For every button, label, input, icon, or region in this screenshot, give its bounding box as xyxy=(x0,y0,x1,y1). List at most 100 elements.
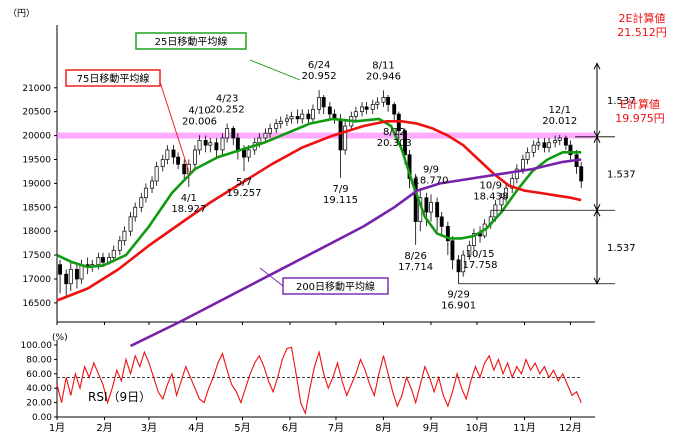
rsi-y-tick-label: 0.00 xyxy=(32,413,52,423)
candle-body xyxy=(139,197,144,208)
proj-arrow-head xyxy=(593,62,601,70)
x-tick-label: 3月 xyxy=(141,422,157,434)
candle-body xyxy=(467,245,472,256)
legend-box xyxy=(65,69,161,87)
candle-body xyxy=(274,123,279,129)
price-y-tick-label: 19500 xyxy=(22,155,51,165)
proj-arrow-head xyxy=(593,130,601,138)
proj-e-value: 19.975円 xyxy=(615,112,665,125)
rsi-label: RSI（9日） xyxy=(88,390,151,404)
price-y-tick-label: 21000 xyxy=(22,84,51,94)
candle-body xyxy=(58,264,63,275)
candle-body xyxy=(429,202,433,213)
price-unit-label: （円） xyxy=(8,8,35,19)
price-annotation: 20.252 xyxy=(210,105,245,116)
candle-body xyxy=(306,113,311,120)
price-annotation: 8/26 xyxy=(404,251,426,262)
price-annotation: 20.952 xyxy=(302,71,337,82)
price-annotation: 20.946 xyxy=(366,71,401,82)
candle-body xyxy=(68,269,73,285)
candle-body xyxy=(220,137,225,151)
price-annotation: 20.303 xyxy=(377,138,412,149)
candle-body xyxy=(402,130,407,156)
candle-body xyxy=(531,144,536,153)
price-y-tick-label: 19000 xyxy=(22,179,51,189)
price-y-axis: 16500 17000 17500 18000 18500 19000 19500 20000… xyxy=(22,25,595,323)
legend-leader xyxy=(259,267,284,287)
price-annotation: 9/9 xyxy=(423,164,439,175)
candle-body xyxy=(263,132,268,139)
candle-body xyxy=(413,178,418,222)
candle-body xyxy=(311,108,315,120)
proj-amount: 1.537 xyxy=(607,96,636,107)
proj-2e-label: 2E計算値 xyxy=(619,11,666,25)
candle-body xyxy=(510,178,515,189)
price-annotation: 19.257 xyxy=(226,188,261,199)
candle-body xyxy=(289,116,294,120)
price-annotation: 19.115 xyxy=(323,195,358,206)
price-annotation: 8/12 xyxy=(383,127,405,138)
candle-body xyxy=(353,111,358,117)
candle-body xyxy=(257,137,262,144)
candle-body xyxy=(386,97,391,105)
rsi-line xyxy=(56,346,582,416)
legend-label: 75日移動平均線 xyxy=(77,72,150,85)
price-annotation: 10/15 xyxy=(466,249,495,260)
candle-body xyxy=(525,151,530,160)
proj-2e-value: 21.512円 xyxy=(617,26,667,39)
price-y-tick-label: 18000 xyxy=(22,227,51,237)
candle-body xyxy=(343,125,348,151)
candle-body xyxy=(284,118,289,122)
candle-body xyxy=(493,204,498,218)
candle-body xyxy=(499,197,504,206)
candle-body xyxy=(435,202,440,218)
x-tick-label: 4月 xyxy=(188,422,204,434)
price-annotation: 18.438 xyxy=(473,191,508,202)
candle-body xyxy=(381,97,386,103)
price-annotation: 4/23 xyxy=(216,94,238,105)
legend-label: 25日移動平均線 xyxy=(155,35,228,48)
candle-body xyxy=(321,97,326,108)
candle-body xyxy=(268,128,273,134)
price-y-tick-label: 20000 xyxy=(22,132,51,142)
candle-body xyxy=(471,233,476,246)
candle-body xyxy=(445,226,450,242)
x-tick-label: 9月 xyxy=(423,422,439,434)
candle-body xyxy=(557,137,562,141)
candle-body xyxy=(96,257,101,265)
x-axis: 1月 2月 3月 4月 5月 6月 7月 8月 9月 10月 11月 12月 xyxy=(49,322,582,434)
price-y-tick-label: 17000 xyxy=(22,275,51,285)
candle-body xyxy=(225,128,230,139)
candle-body xyxy=(192,149,197,165)
price-annotation: 9/29 xyxy=(447,290,469,301)
candle-body xyxy=(327,106,332,115)
x-tick-label: 2月 xyxy=(96,422,112,434)
candle-body xyxy=(370,104,375,110)
legend-leader xyxy=(159,81,191,176)
rsi-unit-label: (%) xyxy=(52,333,68,343)
rsi-y-tick-label: 20.00 xyxy=(26,399,52,409)
candle-body xyxy=(165,149,170,160)
candle-body xyxy=(150,180,154,189)
proj-amount: 1.537 xyxy=(607,243,636,254)
legend-box xyxy=(282,277,389,295)
candle-body xyxy=(278,120,283,124)
x-tick-label: 6月 xyxy=(282,422,298,434)
price-annotation: 20.006 xyxy=(182,116,217,127)
candle-body xyxy=(568,144,573,156)
price-y-tick-label: 17500 xyxy=(22,251,51,261)
price-y-tick-label: 18500 xyxy=(22,203,51,213)
candle-body xyxy=(364,106,369,110)
rsi-y-tick-label: 100.00 xyxy=(21,341,53,351)
candle-body xyxy=(64,273,69,285)
candle-body xyxy=(392,104,397,115)
candle-body xyxy=(456,259,461,273)
candle-body xyxy=(197,140,202,151)
candle-body xyxy=(295,116,300,120)
price-annotation: 17.758 xyxy=(463,260,498,271)
price-annotation: 18.770 xyxy=(413,175,448,186)
candle-body xyxy=(563,137,568,146)
candle-body xyxy=(542,142,547,148)
rsi-y-tick-label: 80.00 xyxy=(26,355,52,365)
